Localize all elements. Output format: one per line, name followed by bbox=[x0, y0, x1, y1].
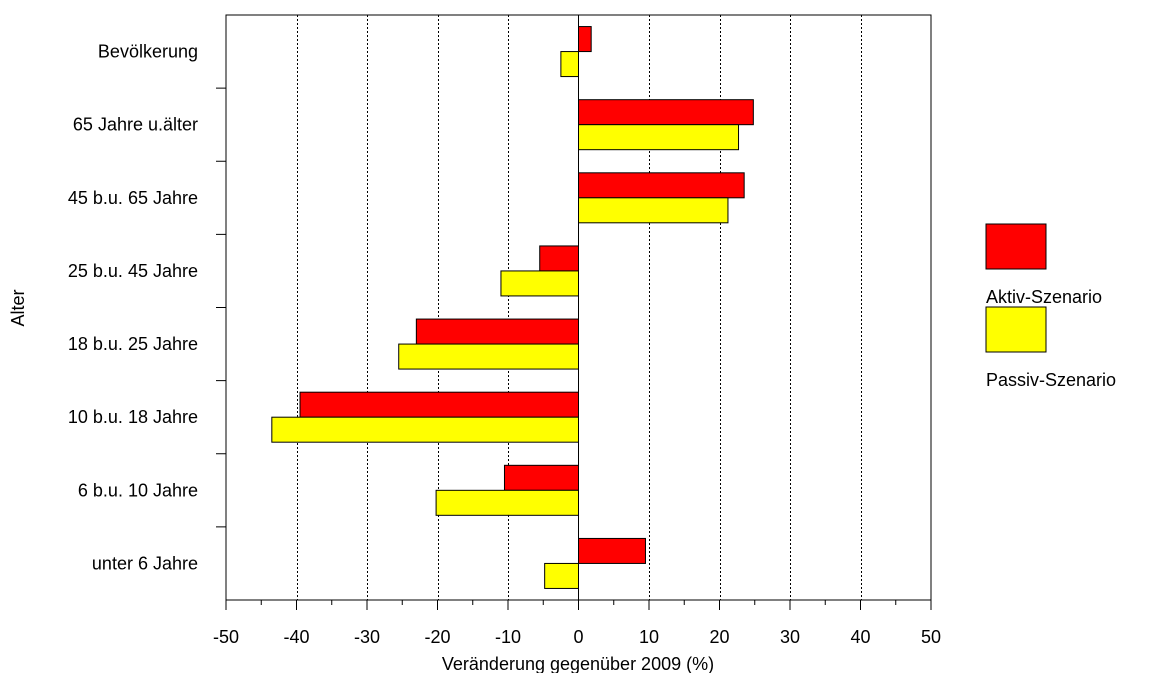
bar-passiv bbox=[578, 197, 729, 224]
bar-aktiv bbox=[578, 172, 745, 199]
y-axis-title: Alter bbox=[8, 289, 28, 326]
legend: Aktiv-Szenario Passiv-Szenario bbox=[985, 223, 1116, 390]
category-label: 25 b.u. 45 Jahre bbox=[68, 261, 198, 281]
bar-passiv bbox=[544, 562, 579, 589]
x-tick-label: 30 bbox=[780, 627, 800, 647]
category-label: unter 6 Jahre bbox=[92, 553, 198, 573]
x-tick-label: -50 bbox=[213, 627, 239, 647]
bar-passiv bbox=[271, 416, 579, 443]
category-label: Bevölkerung bbox=[98, 42, 198, 62]
bar-aktiv bbox=[578, 99, 754, 126]
bar-aktiv bbox=[299, 391, 579, 418]
x-tick-label: 20 bbox=[709, 627, 729, 647]
x-tick-label: 40 bbox=[850, 627, 870, 647]
bar-aktiv bbox=[578, 537, 646, 564]
bars bbox=[271, 26, 754, 589]
legend-label: Passiv-Szenario bbox=[986, 370, 1116, 390]
x-tick-labels: -50 -40 -30 -20 -10 0 10 20 30 40 50 bbox=[213, 600, 941, 647]
category-label: 6 b.u. 10 Jahre bbox=[78, 480, 198, 500]
category-label: 18 b.u. 25 Jahre bbox=[68, 334, 198, 354]
bar-passiv bbox=[398, 343, 579, 370]
bar-passiv bbox=[500, 270, 580, 297]
grid-lines bbox=[297, 15, 862, 600]
x-axis-title: Veränderung gegenüber 2009 (%) bbox=[442, 654, 714, 673]
bar-aktiv bbox=[578, 26, 592, 53]
bar-passiv bbox=[435, 489, 579, 516]
legend-swatch bbox=[985, 223, 1047, 270]
x-tick-label: -20 bbox=[424, 627, 450, 647]
legend-swatch bbox=[985, 306, 1047, 353]
x-tick-label: 10 bbox=[639, 627, 659, 647]
x-tick-label: -40 bbox=[283, 627, 309, 647]
legend-label: Aktiv-Szenario bbox=[986, 287, 1102, 307]
bar-aktiv bbox=[415, 318, 579, 345]
x-tick-label: -30 bbox=[354, 627, 380, 647]
x-tick-label: 0 bbox=[573, 627, 583, 647]
x-tick-label: -10 bbox=[495, 627, 521, 647]
x-tick-label: 50 bbox=[921, 627, 941, 647]
category-label: 45 b.u. 65 Jahre bbox=[68, 188, 198, 208]
category-labels: Bevölkerung 65 Jahre u.älter 45 b.u. 65 Ja… bbox=[68, 42, 226, 573]
category-label: 10 b.u. 18 Jahre bbox=[68, 407, 198, 427]
category-label: 65 Jahre u.älter bbox=[73, 115, 198, 135]
axes bbox=[225, 14, 932, 601]
bar-passiv bbox=[560, 51, 579, 78]
bar-aktiv bbox=[539, 245, 579, 272]
bar-passiv bbox=[578, 124, 740, 151]
bar-aktiv bbox=[503, 464, 580, 491]
